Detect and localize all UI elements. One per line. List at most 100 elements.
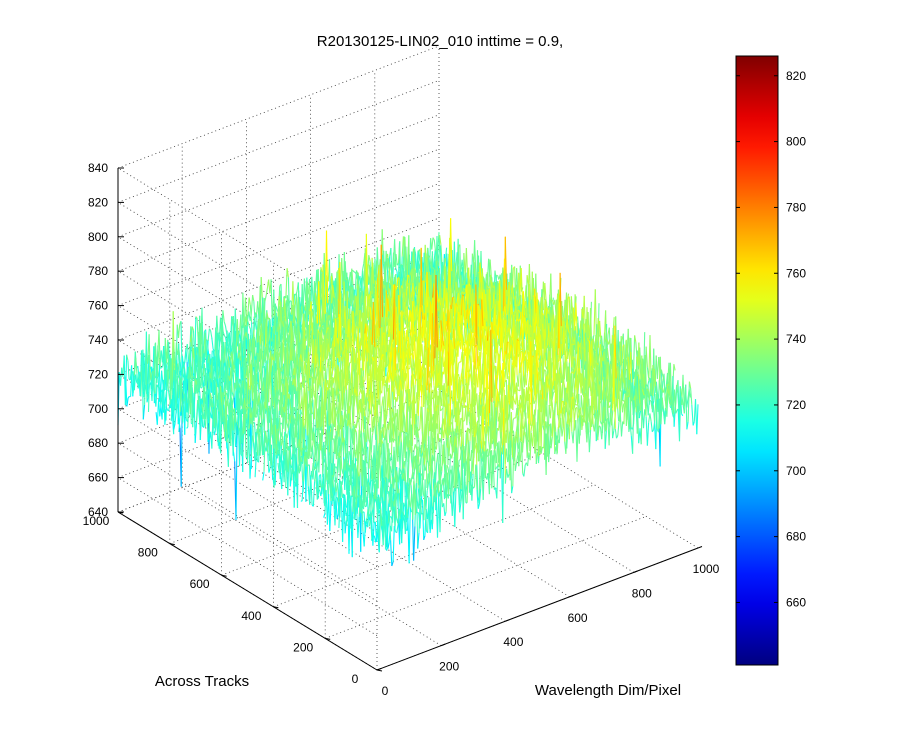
surface-segment — [155, 358, 158, 394]
surface-segment — [282, 296, 285, 336]
surface-segment — [276, 326, 279, 350]
surface-segment — [404, 269, 407, 283]
surface-segment — [208, 328, 212, 331]
surface-segment — [437, 232, 440, 252]
surface-segment — [133, 374, 137, 391]
surface-segment — [341, 258, 344, 286]
surface-segment — [202, 353, 205, 376]
surface-segment — [367, 264, 370, 266]
surface-segment — [195, 377, 198, 394]
surface-segment — [471, 253, 475, 263]
surface-plot — [117, 218, 699, 567]
surface-segment — [314, 292, 318, 306]
surface-segment — [208, 364, 212, 405]
surface-segment — [246, 318, 249, 323]
surface-segment — [325, 230, 329, 304]
surface-segment — [246, 315, 249, 319]
surface-segment — [285, 326, 288, 335]
surface-segment — [246, 339, 250, 366]
surface-segment — [232, 451, 236, 462]
surface-segment — [237, 331, 241, 336]
surface-segment — [168, 404, 171, 412]
grid-line — [117, 236, 378, 396]
surface-segment — [307, 313, 310, 316]
surface-segment — [189, 367, 192, 379]
surface-segment — [457, 238, 460, 279]
surface-segment — [156, 384, 159, 388]
surface-segment — [161, 370, 164, 384]
surface-segment — [299, 306, 303, 322]
surface-segment — [138, 372, 142, 380]
surface-segment — [194, 422, 198, 436]
surface-segment — [184, 349, 187, 362]
surface-segment — [159, 388, 162, 406]
surface-segment — [363, 380, 366, 383]
surface-segment — [222, 363, 225, 379]
surface-segment — [166, 369, 169, 390]
surface-segment — [266, 312, 269, 320]
surface-segment — [164, 406, 167, 425]
surface-segment — [182, 400, 185, 423]
surface-segment — [551, 299, 553, 302]
surface-segment — [178, 411, 181, 433]
surface-segment — [388, 268, 392, 285]
surface-segment — [327, 287, 330, 292]
surface-segment — [157, 386, 161, 390]
grid-line — [117, 442, 378, 602]
surface-segment — [201, 386, 205, 401]
surface-segment — [198, 346, 201, 357]
surface-segment — [146, 396, 149, 403]
surface-segment — [249, 304, 253, 323]
surface-segment — [351, 292, 355, 308]
surface-segment — [191, 326, 195, 331]
surface-segment — [167, 389, 171, 400]
surface-segment — [159, 404, 162, 417]
surface-segment — [285, 268, 288, 299]
surface-segment — [195, 316, 198, 319]
surface-segment — [362, 270, 365, 284]
surface-segment — [211, 337, 214, 349]
surface-segment — [127, 396, 130, 399]
surface-segment — [381, 229, 384, 264]
surface-segment — [322, 264, 325, 323]
surface-segment — [180, 378, 184, 423]
surface-segment — [311, 276, 314, 303]
surface-segment — [186, 426, 189, 429]
surface-segment — [278, 327, 281, 348]
surface-segment — [258, 335, 261, 343]
surface-segment — [192, 347, 195, 360]
surface-segment — [126, 397, 129, 407]
surface-segment — [413, 267, 417, 271]
surface-segment — [189, 361, 193, 377]
surface-segment — [396, 262, 399, 266]
surface-segment — [288, 316, 291, 330]
surface-segment — [207, 372, 211, 390]
surface-segment — [157, 376, 160, 402]
surface-segment — [332, 290, 335, 323]
surface-segment — [264, 295, 267, 302]
surface-segment — [193, 376, 195, 378]
surface-segment — [387, 253, 390, 268]
surface-segment — [252, 338, 255, 368]
surface-segment — [247, 321, 250, 327]
surface-segment — [191, 347, 194, 388]
surface-segment — [200, 323, 203, 363]
grid-line — [117, 270, 378, 430]
surface-segment — [145, 354, 148, 403]
surface-segment — [284, 326, 287, 346]
surface-segment — [281, 320, 285, 328]
surface-segment — [252, 294, 255, 302]
surface-segment — [301, 306, 304, 315]
surface-segment — [283, 298, 287, 322]
surface-segment — [227, 356, 230, 368]
grid-line — [181, 487, 442, 646]
grid-line — [246, 462, 506, 622]
surface-segment — [186, 377, 189, 380]
grid-line — [117, 167, 378, 327]
surface-segment — [210, 330, 213, 338]
grid-line — [117, 202, 378, 361]
surface-segment — [119, 367, 123, 386]
surface-segment — [191, 376, 194, 381]
surface-segment — [286, 430, 290, 439]
